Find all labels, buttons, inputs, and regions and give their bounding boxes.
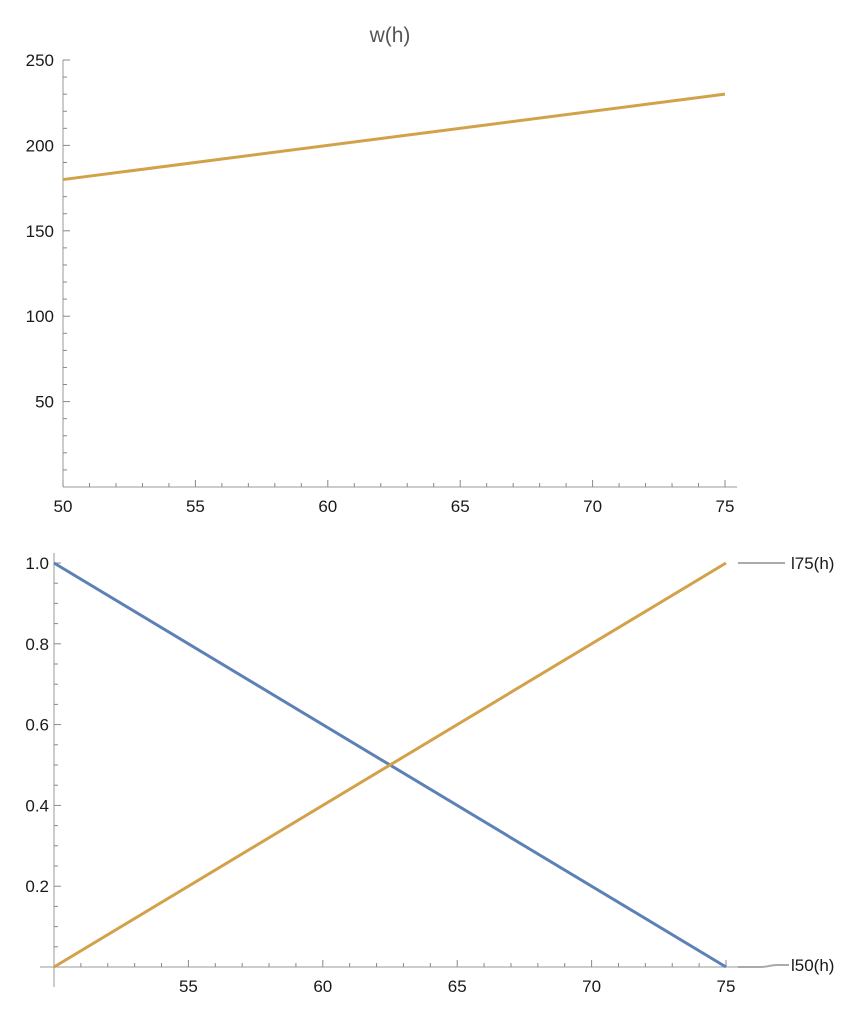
legend-label: l50(h) bbox=[791, 956, 834, 975]
series-line-l75h bbox=[53, 561, 727, 969]
legend-label: l75(h) bbox=[791, 554, 834, 573]
x-tick-label: 75 bbox=[717, 977, 736, 996]
x-tick-label: 60 bbox=[318, 497, 337, 516]
chart-l50-l75: 55 60 65 70 75 1.0 0.8 0.6 0.4 0.2 l50(h) l75(h) bbox=[25, 553, 834, 996]
y-tick-label: 0.4 bbox=[25, 796, 49, 815]
y-tick-label: 150 bbox=[26, 222, 54, 241]
y-tick-label: 100 bbox=[26, 307, 54, 326]
y-tick-label: 0.8 bbox=[25, 635, 49, 654]
x-tick-label: 55 bbox=[179, 977, 198, 996]
chart-title: w(h) bbox=[369, 24, 411, 47]
x-tick-label: 70 bbox=[583, 497, 602, 516]
y-tick-label: 250 bbox=[26, 51, 54, 70]
x-tick-label: 50 bbox=[54, 497, 73, 516]
y-tick-label: 0.2 bbox=[25, 877, 49, 896]
y-tick-label: 200 bbox=[26, 136, 54, 155]
x-tick-label: 75 bbox=[716, 497, 735, 516]
x-tick-label: 65 bbox=[448, 977, 467, 996]
x-tick-label: 65 bbox=[451, 497, 470, 516]
y-tick-label: 1.0 bbox=[25, 554, 49, 573]
x-tick-label: 70 bbox=[582, 977, 601, 996]
x-tick-label: 60 bbox=[313, 977, 332, 996]
x-tick-label: 55 bbox=[186, 497, 205, 516]
chart-w-of-h: w(h) 50 55 60 65 70 75 250 200 150 100 50 bbox=[26, 24, 737, 516]
y-tick-label: 0.6 bbox=[25, 716, 49, 735]
legend-leader-line bbox=[738, 964, 789, 968]
y-tick-label: 50 bbox=[35, 393, 54, 412]
series-line-w bbox=[62, 92, 726, 182]
